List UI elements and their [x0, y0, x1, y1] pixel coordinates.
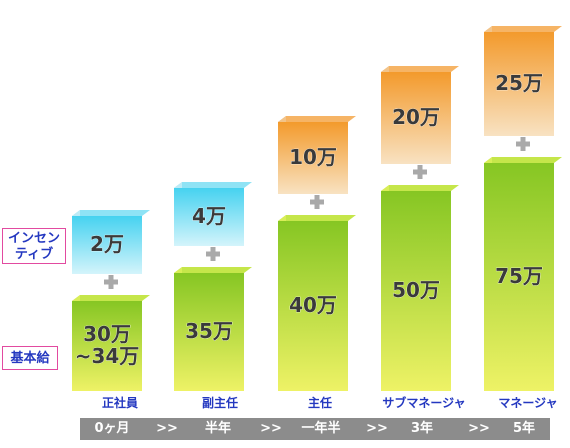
incentive-bar-1-front [174, 188, 244, 246]
timeline-bar: 0ヶ月 >> 半年 >> 一年半 >> 3年 >> 5年 [80, 418, 550, 440]
incentive-bar-2-front [278, 122, 348, 194]
incentive-label-line2: ティブ [14, 247, 54, 262]
incentive-label-line1: インセン [7, 231, 60, 246]
base-value-label-4: 75万 [495, 264, 543, 288]
base-bar-1-top [174, 267, 252, 273]
incentive-bar-0-front [72, 216, 142, 274]
incentive-value-label-3: 20万 [392, 105, 440, 129]
base-bar-4-front [484, 163, 554, 391]
plus-icon-2 [310, 195, 324, 209]
timeline-arrow-2: >> [260, 421, 282, 436]
incentive-value-label-4: 25万 [495, 71, 543, 95]
base-value-label-0: 30万~34万 [75, 322, 140, 368]
base-bar-4-top [484, 157, 562, 163]
timeline-arrow-1: >> [156, 421, 178, 436]
incentive-bar-2-top [278, 116, 356, 122]
incentive-bar-1 [174, 182, 252, 246]
plus-icon-3 [413, 165, 427, 179]
incentive-legend-label: インセン ティブ [2, 228, 66, 264]
incentive-bar-3 [381, 66, 459, 164]
incentive-value-label-2: 10万 [289, 145, 337, 169]
base-bar-0 [72, 295, 150, 391]
base-bar-1 [174, 267, 252, 391]
incentive-bar-0-top [72, 210, 150, 216]
base-bar-3 [381, 185, 459, 391]
incentive-bar-4 [484, 26, 562, 136]
base-bar-2 [278, 215, 356, 391]
base-bar-3-front [381, 191, 451, 391]
base-bar-2-top [278, 215, 356, 221]
plus-icon-0 [104, 275, 118, 289]
timeline-arrow-4: >> [468, 421, 490, 436]
base-bar-0-front [72, 301, 142, 391]
base-value-label-3: 50万 [392, 278, 440, 302]
base-bar-0-top [72, 295, 150, 301]
incentive-bar-4-top [484, 26, 562, 32]
timeline-half-year: 半年 [204, 421, 231, 436]
timeline-one-and-half-year: 一年半 [301, 421, 341, 436]
base-value-label-2: 40万 [289, 293, 337, 317]
timeline-0-months: 0ヶ月 [94, 421, 130, 436]
plus-icon-4 [516, 137, 530, 151]
base-bar-4 [484, 157, 562, 391]
base-salary-legend-label: 基本給 [2, 346, 58, 370]
plus-icon-1 [206, 247, 220, 261]
timeline-arrow-3: >> [366, 421, 388, 436]
incentive-value-label-0: 2万 [90, 232, 124, 256]
role-label-3: サブマネージャ [382, 396, 466, 410]
incentive-bar-4-front [484, 32, 554, 136]
incentive-bar-3-front [381, 72, 451, 164]
role-label-2: 主任 [307, 396, 332, 410]
incentive-value-label-1: 4万 [192, 204, 226, 228]
role-label-0: 正社員 [101, 396, 138, 410]
incentive-bar-2 [278, 116, 356, 194]
timeline-5-years: 5年 [512, 421, 536, 436]
role-label-1: 副主任 [201, 396, 238, 410]
incentive-bar-0 [72, 210, 150, 274]
base-bar-2-front [278, 221, 348, 391]
role-label-4: マネージャ [498, 396, 558, 410]
base-bar-3-top [381, 185, 459, 191]
base-value-label-1: 35万 [185, 319, 233, 343]
incentive-bar-1-top [174, 182, 252, 188]
base-bar-1-front [174, 273, 244, 391]
incentive-bar-3-top [381, 66, 459, 72]
timeline-3-years: 3年 [410, 421, 434, 436]
